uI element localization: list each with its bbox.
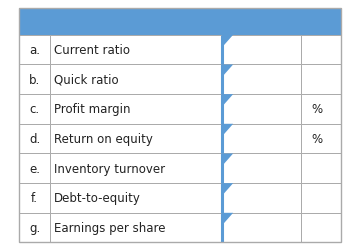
Bar <box>19 65 50 95</box>
Text: %: % <box>312 103 323 116</box>
Text: a.: a. <box>29 44 40 57</box>
Bar <box>19 154 50 184</box>
Text: Current ratio: Current ratio <box>54 44 130 57</box>
Bar <box>222 184 301 213</box>
Bar <box>19 184 50 213</box>
Text: f.: f. <box>31 192 38 205</box>
Bar <box>301 95 341 124</box>
Polygon shape <box>222 213 233 225</box>
Polygon shape <box>222 184 233 196</box>
Polygon shape <box>222 95 233 107</box>
Bar <box>50 213 222 242</box>
Bar <box>222 95 301 124</box>
Bar <box>222 154 301 184</box>
Bar <box>19 213 50 242</box>
Bar <box>50 154 222 184</box>
Text: Quick ratio: Quick ratio <box>54 74 119 86</box>
Bar <box>50 36 222 65</box>
Bar <box>222 65 301 95</box>
Text: e.: e. <box>29 162 40 175</box>
Text: d.: d. <box>29 132 40 145</box>
Bar <box>19 9 341 36</box>
Bar <box>50 95 222 124</box>
Text: c.: c. <box>29 103 40 116</box>
Bar <box>301 213 341 242</box>
Bar <box>301 124 341 154</box>
Bar <box>50 65 222 95</box>
Bar <box>50 184 222 213</box>
Bar <box>301 154 341 184</box>
Polygon shape <box>222 36 233 48</box>
Text: %: % <box>312 132 323 145</box>
Text: Return on equity: Return on equity <box>54 132 153 145</box>
Bar <box>50 124 222 154</box>
Bar <box>222 36 301 65</box>
Polygon shape <box>222 65 233 78</box>
Text: Debt-to-equity: Debt-to-equity <box>54 192 141 205</box>
Bar <box>301 65 341 95</box>
Text: b.: b. <box>29 74 40 86</box>
Text: Earnings per share: Earnings per share <box>54 221 166 234</box>
Polygon shape <box>222 154 233 166</box>
Bar <box>19 36 50 65</box>
Bar <box>301 36 341 65</box>
Text: Profit margin: Profit margin <box>54 103 131 116</box>
Bar <box>222 213 301 242</box>
Polygon shape <box>222 124 233 137</box>
Text: g.: g. <box>29 221 40 234</box>
Bar <box>301 184 341 213</box>
Bar <box>222 124 301 154</box>
Bar <box>19 124 50 154</box>
Text: Inventory turnover: Inventory turnover <box>54 162 165 175</box>
Bar <box>19 95 50 124</box>
